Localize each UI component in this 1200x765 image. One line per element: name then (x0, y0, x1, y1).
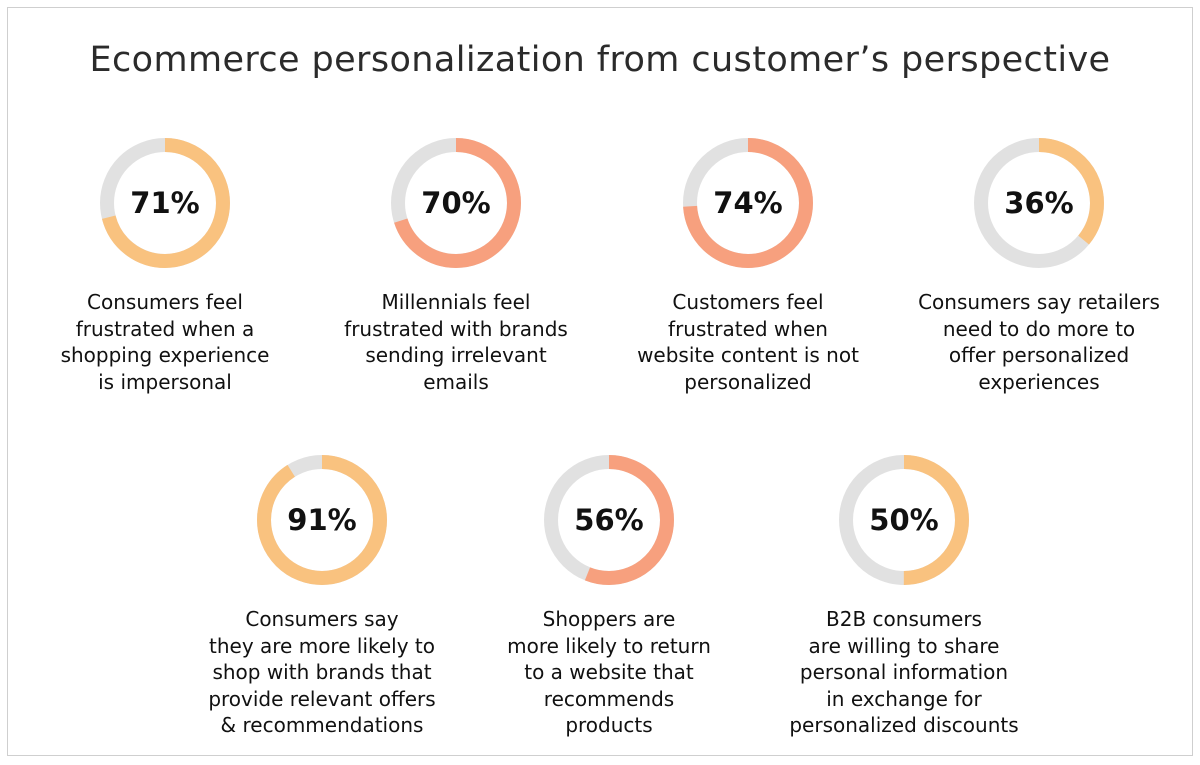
stat-card: 70% Millennials feel frustrated with bran… (321, 133, 591, 395)
percentage-label: 71% (130, 186, 200, 220)
stat-description: Consumers feel frustrated when a shoppin… (60, 290, 270, 394)
stat-card: 36% Consumers say retailers need to do mo… (904, 133, 1174, 395)
donut-chart: 91% (252, 450, 392, 590)
donut-value-arc (839, 455, 969, 585)
percentage-label: 70% (421, 186, 491, 220)
donut-chart: 50% (834, 450, 974, 590)
percentage-label: 36% (1004, 186, 1074, 220)
percentage-label: 50% (869, 503, 939, 537)
stat-card: 56% Shoppers are more likely to return to… (474, 450, 744, 739)
donut-value-arc (544, 455, 674, 585)
donut-svg (839, 455, 969, 585)
donut-chart: 71% (95, 133, 235, 273)
page-title: Ecommerce personalization from customer’… (89, 40, 1111, 80)
percentage-label: 91% (287, 503, 357, 537)
stat-card: 91% Consumers say they are more likely to… (187, 450, 457, 739)
donut-chart: 74% (678, 133, 818, 273)
stat-description: Consumers say they are more likely to sh… (208, 607, 436, 737)
donut-value-arc (391, 138, 521, 268)
donut-value-arc (974, 138, 1104, 268)
donut-chart: 36% (969, 133, 1109, 273)
donut-svg (391, 138, 521, 268)
stat-card: 50% B2B consumers are willing to share pe… (769, 450, 1039, 739)
donut-svg (100, 138, 230, 268)
stat-description: Consumers say retailers need to do more … (918, 290, 1160, 394)
stat-card: 74% Customers feel frustrated when websit… (613, 133, 883, 395)
stat-description: B2B consumers are willing to share perso… (789, 607, 1019, 737)
donut-svg (257, 455, 387, 585)
donut-value-arc (100, 138, 230, 268)
donut-chart: 56% (539, 450, 679, 590)
stat-description: Shoppers are more likely to return to a … (507, 607, 711, 737)
donut-chart: 70% (386, 133, 526, 273)
donut-svg (974, 138, 1104, 268)
percentage-label: 56% (574, 503, 644, 537)
percentage-label: 74% (713, 186, 783, 220)
donut-value-arc (683, 138, 813, 268)
stat-card: 71% Consumers feel frustrated when a shop… (30, 133, 300, 395)
donut-value-arc (257, 455, 387, 585)
stat-description: Customers feel frustrated when website c… (637, 290, 859, 394)
infographic-frame (7, 7, 1193, 756)
stat-description: Millennials feel frustrated with brands … (344, 290, 568, 394)
donut-svg (683, 138, 813, 268)
donut-svg (544, 455, 674, 585)
